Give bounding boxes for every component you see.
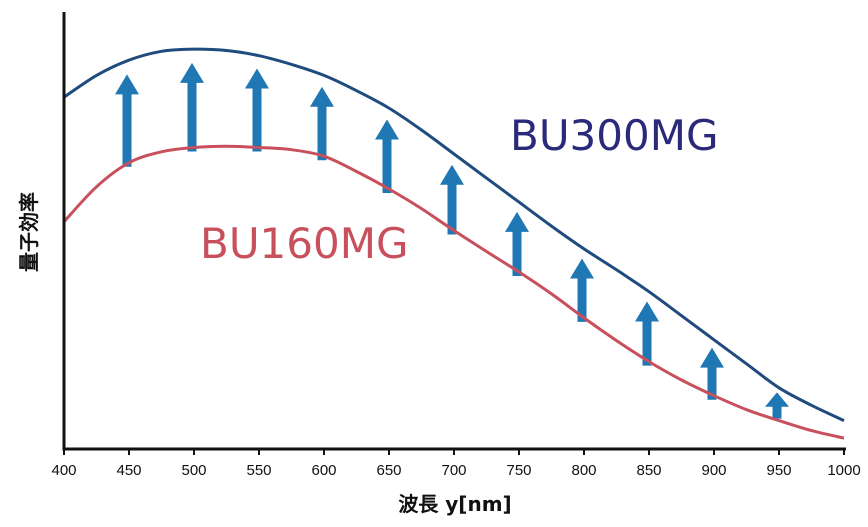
up-arrow-500: [180, 62, 204, 152]
up-arrow-450: [115, 74, 139, 167]
arrows-layer: [115, 62, 789, 419]
x-tick-label-800: 800: [571, 462, 596, 479]
y-axis-title: 量子効率: [17, 192, 41, 272]
series-label-bu300mg: BU300MG: [510, 111, 719, 160]
series-line-bu300mg: [63, 47, 845, 422]
up-arrow-700: [440, 164, 464, 235]
x-tick-label-700: 700: [441, 462, 466, 479]
x-ticks: 400 450 500 550 600 650 700 750 800 850 900 950 1000: [51, 449, 861, 479]
series-label-bu160mg: BU160MG: [200, 219, 409, 268]
up-arrow-850: [635, 301, 659, 366]
x-tick-label-400: 400: [51, 462, 76, 479]
series-labels: BU300MG BU160MG: [200, 111, 719, 268]
x-tick-label-600: 600: [311, 462, 336, 479]
series-line-bu160mg: [62, 144, 845, 440]
up-arrow-550: [245, 68, 269, 152]
x-tick-label-950: 950: [766, 462, 791, 479]
up-arrow-650: [375, 119, 399, 193]
x-tick-label-500: 500: [181, 462, 206, 479]
x-tick-label-650: 650: [376, 462, 401, 479]
x-tick-label-1000: 1000: [827, 462, 860, 479]
up-arrow-600: [310, 86, 334, 161]
up-arrow-750: [505, 211, 529, 276]
series-layer: [62, 47, 845, 440]
x-tick-label-900: 900: [701, 462, 726, 479]
x-tick-label-550: 550: [246, 462, 271, 479]
x-tick-label-850: 850: [636, 462, 661, 479]
x-tick-label-750: 750: [506, 462, 531, 479]
x-axis-title: 波長 y[nm]: [398, 492, 511, 516]
up-arrow-950: [765, 392, 789, 419]
up-arrow-900: [700, 347, 724, 400]
x-tick-label-450: 450: [116, 462, 141, 479]
up-arrow-800: [570, 258, 594, 322]
